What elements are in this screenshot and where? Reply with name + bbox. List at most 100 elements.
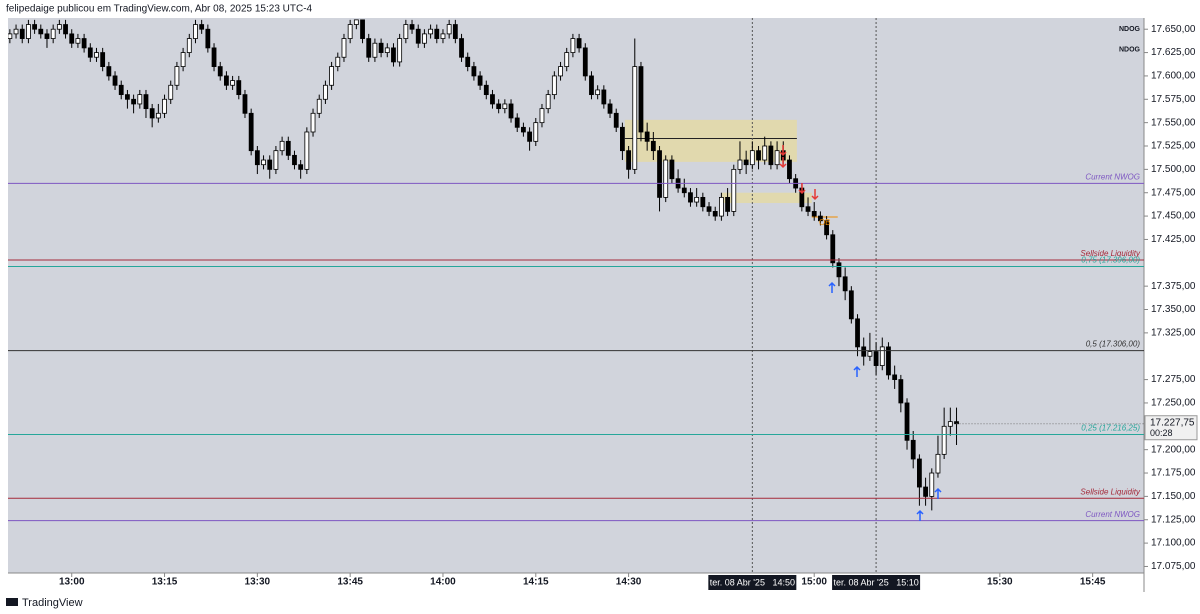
level-label: 0,5 (17.306,00) <box>1086 340 1141 349</box>
header: felipedaige publicou em TradingView.com,… <box>6 4 313 15</box>
last-price-label: 17.227,75 <box>1150 417 1195 428</box>
candle-body <box>514 117 520 128</box>
candle-body <box>323 84 328 100</box>
candle-body <box>211 47 217 67</box>
candle-body <box>570 38 576 53</box>
x-tick-label: 15:30 <box>987 577 1013 588</box>
candle-body <box>366 38 372 58</box>
candle-body <box>471 66 477 77</box>
candle-body <box>162 98 167 114</box>
candle-body <box>112 75 118 86</box>
candle-body <box>650 140 656 152</box>
candle-body <box>490 94 495 105</box>
candle-body <box>230 80 236 86</box>
x-tick-label: 15:45 <box>1080 577 1106 588</box>
tag-label: NDOG <box>1119 26 1141 33</box>
candle-body <box>261 159 266 166</box>
countdown: 00:28 <box>1150 428 1173 438</box>
candle-body <box>19 28 25 39</box>
level-label: 0,75 (17.396,00) <box>1081 256 1140 265</box>
y-tick-label: 17.425,00 <box>1151 234 1196 245</box>
candle-body <box>69 33 75 44</box>
candle-body <box>125 94 130 100</box>
level-label: Current NWOG <box>1085 172 1140 181</box>
candle-body <box>694 196 700 203</box>
x-tick-label: 14:00 <box>430 577 456 588</box>
candle-body <box>620 126 625 152</box>
candle-body <box>8 33 13 39</box>
candle-body <box>180 52 186 67</box>
candle-body <box>440 33 446 39</box>
candle-body <box>712 211 718 217</box>
x-tick-label: 13:15 <box>152 577 178 588</box>
candle-body <box>595 89 601 96</box>
candle-body <box>669 159 675 180</box>
candle-body <box>551 75 557 96</box>
level-label: Sellside Liquidity <box>1080 487 1141 496</box>
candle-body <box>879 346 885 366</box>
y-tick-label: 17.500,00 <box>1151 164 1196 175</box>
y-tick-label: 17.325,00 <box>1151 328 1196 339</box>
candle-body <box>446 24 452 35</box>
candle-body <box>459 38 464 58</box>
last-price-box <box>1144 415 1198 441</box>
y-tick-label: 17.200,00 <box>1151 444 1196 455</box>
candle-body <box>737 159 743 170</box>
candle-body <box>910 439 916 460</box>
candle-body <box>818 215 823 222</box>
candle-body <box>316 98 322 114</box>
x-tick-label: 15:00 <box>801 577 827 588</box>
candle-body <box>855 318 860 348</box>
candle-body <box>131 98 137 105</box>
candle-body <box>391 47 396 63</box>
y-tick-label: 17.175,00 <box>1151 468 1196 479</box>
candle-body <box>279 140 285 152</box>
candle-body <box>725 196 730 212</box>
y-tick-label: 17.250,00 <box>1151 398 1196 409</box>
candle-body <box>941 425 947 455</box>
candle-body <box>861 346 867 357</box>
candle-body <box>756 150 761 161</box>
candle-body <box>935 453 941 474</box>
candle-body <box>174 66 180 86</box>
candle-body <box>762 145 768 161</box>
candle-body <box>81 38 87 49</box>
candle-body <box>254 150 260 166</box>
candle-body <box>353 19 359 25</box>
candle-body <box>929 472 935 497</box>
candle-body <box>168 84 174 100</box>
y-tick-label: 17.150,00 <box>1151 491 1196 502</box>
candle-body <box>94 52 99 58</box>
candle-body <box>155 112 161 119</box>
candle-body <box>285 140 291 156</box>
candle-body <box>886 346 891 376</box>
candle-body <box>923 486 928 497</box>
y-tick-label: 17.375,00 <box>1151 281 1196 292</box>
candle-body <box>242 94 248 114</box>
candle-body <box>681 187 687 194</box>
arrows <box>779 145 942 521</box>
plot-area <box>8 18 1144 573</box>
candle-body <box>589 75 594 96</box>
candle-body <box>564 52 570 67</box>
y-tick-label: 17.125,00 <box>1151 514 1196 525</box>
candle-body <box>56 24 62 30</box>
candle-body <box>236 80 242 96</box>
x-tick-label: 13:30 <box>245 577 271 588</box>
candle-body <box>205 28 211 49</box>
candle-body <box>273 150 279 170</box>
candle-body <box>415 28 421 44</box>
candle-body <box>719 196 724 217</box>
candle-body <box>663 159 669 198</box>
candle-body <box>787 159 792 180</box>
y-tick-label: 17.525,00 <box>1151 141 1196 152</box>
candle-body <box>13 28 19 35</box>
level-label: Sellside Liquidity <box>1080 249 1141 258</box>
x-tick-label: 14:30 <box>616 577 642 588</box>
candle-body <box>409 24 415 30</box>
candle-body <box>830 234 836 264</box>
candle-body <box>558 66 563 77</box>
candle-body <box>539 108 545 124</box>
candle-body <box>749 150 755 166</box>
candle-body <box>341 38 347 58</box>
